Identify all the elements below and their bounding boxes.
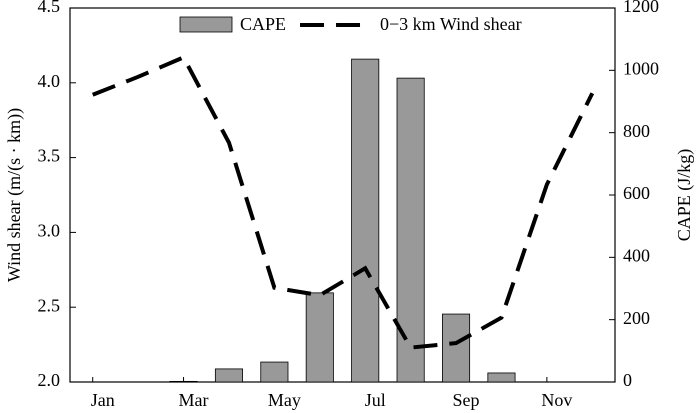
bar	[214, 368, 243, 383]
legend-label: 0−3 km Wind shear	[380, 14, 522, 34]
y2-tick-label: 1000	[623, 58, 659, 78]
y-axis-label: Wind shear (m/(s · km))	[4, 108, 25, 282]
legend-label: CAPE	[240, 14, 286, 34]
x-tick-label: Jul	[365, 390, 386, 410]
y2-tick-label: 1200	[623, 0, 659, 16]
x-tick-label: Sep	[453, 390, 480, 410]
x-tick-label: May	[268, 390, 301, 410]
y-tick-label: 4.5	[38, 0, 61, 16]
y-tick-label: 2.5	[38, 295, 61, 315]
x-tick-label: Jan	[91, 390, 115, 410]
x-tick-label: Nov	[541, 390, 572, 410]
y2-tick-label: 200	[623, 308, 650, 328]
bar	[260, 361, 289, 383]
y2-tick-label: 800	[623, 121, 650, 141]
bar	[169, 380, 198, 383]
y2-axis-label: CAPE (J/kg)	[674, 149, 695, 242]
y-tick-label: 2.0	[38, 370, 61, 390]
bar	[351, 58, 380, 383]
y2-tick-label: 0	[623, 370, 632, 390]
bar	[487, 372, 516, 383]
y-tick-label: 4.0	[38, 71, 61, 91]
y-tick-label: 3.0	[38, 221, 61, 241]
y2-tick-label: 600	[623, 183, 650, 203]
legend-swatch	[179, 16, 233, 33]
bar	[442, 313, 471, 383]
y2-tick-label: 400	[623, 245, 650, 265]
bar	[396, 77, 425, 383]
bar	[305, 292, 334, 383]
x-tick-label: Mar	[179, 390, 209, 410]
line	[91, 54, 595, 350]
y-tick-label: 3.5	[38, 146, 61, 166]
plot-frame	[69, 7, 616, 383]
